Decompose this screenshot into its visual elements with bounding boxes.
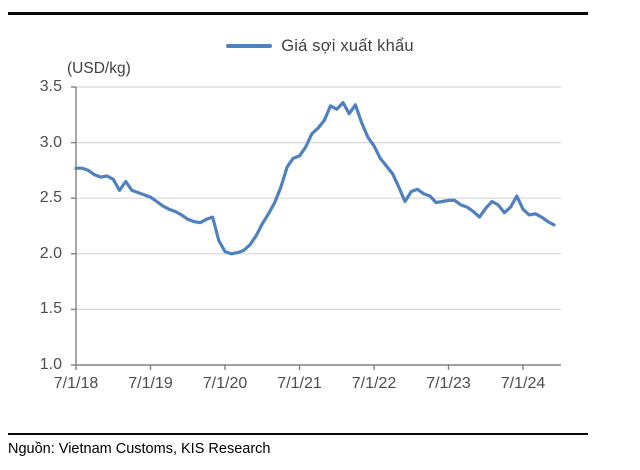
x-axis-tick-label: 7/1/19: [128, 375, 173, 392]
x-axis-tick-label: 7/1/24: [500, 375, 546, 392]
y-axis-tick-label: 1.5: [39, 300, 62, 318]
y-axis-tick-label: 1.0: [39, 356, 62, 373]
x-axis-tick-label: 7/1/22: [351, 375, 397, 392]
y-axis-unit-label: (USD/kg): [67, 60, 131, 77]
legend-label: Giá sợi xuất khẩu: [281, 36, 414, 55]
source-note: Nguồn: Vietnam Customs, KIS Research: [8, 441, 271, 457]
y-axis-tick-label: 3.0: [39, 133, 62, 151]
y-axis-tick-label: 2.5: [39, 189, 62, 207]
price-series-line: [74, 100, 556, 256]
x-axis-tick-label: 7/1/21: [277, 375, 322, 392]
x-axis-tick-label: 7/1/18: [53, 375, 99, 392]
legend-line-swatch: [226, 44, 273, 48]
bottom-divider: [8, 433, 588, 435]
y-axis-tick-label: 3.5: [39, 78, 62, 95]
y-axis-tick-label: 2.0: [39, 244, 62, 262]
top-divider: [8, 12, 588, 15]
x-axis-tick-label: 7/1/23: [426, 375, 471, 392]
legend: Giá sợi xuất khẩu: [0, 36, 640, 56]
x-axis-tick-label: 7/1/20: [202, 375, 248, 392]
